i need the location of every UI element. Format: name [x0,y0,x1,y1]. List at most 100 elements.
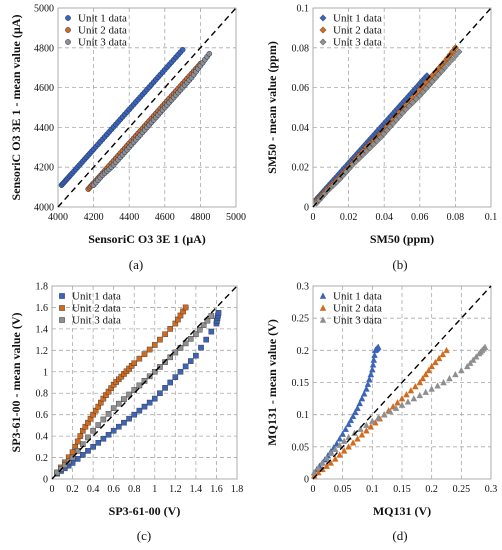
data-point [131,360,138,367]
data-point [434,382,441,389]
data-point [200,322,207,328]
x-tick-label: 0.06 [411,212,429,223]
y-tick-label: 4200 [34,163,54,174]
y-tick-label: 0 [304,475,309,486]
data-point [398,395,406,402]
x-tick-label: 0.04 [375,212,393,223]
data-point [105,431,112,438]
legend-entry: Unit 3 data [72,315,121,327]
y-tick-label: 0.06 [292,83,310,94]
data-point [369,417,376,424]
legend-entry: Unit 1 data [72,291,121,303]
y-tick-label: 1.4 [36,324,49,335]
x-tick-label: 1 [152,484,157,495]
data-point [85,434,91,441]
data-point [358,395,366,402]
y-tick-label: 0.04 [292,123,310,134]
data-point [206,50,213,57]
panel-label-d: (d) [392,528,408,543]
data-point [422,370,429,378]
data-point [394,399,401,406]
data-point [315,469,322,476]
legend-entry: Unit 1 data [333,13,382,25]
legend-entry: Unit 3 data [333,315,382,327]
data-point [364,380,372,387]
data-point [409,99,417,107]
legend-entry: Unit 2 data [78,25,127,37]
data-point [319,38,327,46]
x-tick-label: 1.8 [231,484,244,495]
data-point [65,39,71,45]
data-point [356,399,363,407]
x-tick-label: 4000 [48,212,68,223]
x-tick-label: 0.1 [366,484,379,495]
data-point [136,382,143,389]
y-tick-label: 1 [43,367,48,378]
data-point [386,407,394,415]
data-point [481,343,489,350]
data-point [319,304,327,311]
x-axis-label: SensoriC O3 3E 1 (µA) [88,232,206,246]
data-point [80,452,86,458]
chart-panel-d: 0 0.05 0.1 0.15 0.2 0.25 0.3 0 0.05 0.1 0.15 0.2 0.2… [265,282,497,519]
data-point [348,161,356,169]
data-point [412,95,420,103]
legend-entry: Unit 3 data [78,37,127,49]
data-point [428,385,435,392]
legend-entry: Unit 2 data [333,303,382,315]
data-point [151,368,158,375]
data-point [204,317,211,324]
data-point [65,27,71,33]
data-point [179,46,186,53]
data-point [162,359,168,365]
legend-entry: Unit 2 data [333,25,382,37]
data-point [315,464,322,471]
data-point [193,331,199,338]
x-tick-label: 0.05 [334,484,352,495]
data-point [336,435,343,442]
x-tick-label: 0 [311,484,316,495]
data-point [375,343,382,350]
data-point [345,443,352,450]
data-point [323,454,330,461]
reference-line [57,7,237,208]
data-point [319,459,326,466]
data-point [398,401,406,408]
data-point [441,64,449,72]
data-point [355,154,363,162]
data-point [100,416,107,423]
legend-entry: Unit 2 data [72,303,121,315]
data-point [448,56,456,64]
data-point [59,305,65,311]
data-point [151,342,158,348]
data-point [402,106,410,113]
data-point [440,378,447,386]
data-point [110,427,117,434]
y-tick-label: 0.3 [297,282,310,293]
series-1 [58,46,186,188]
data-point [339,430,346,437]
data-point [366,375,373,383]
data-point [62,462,68,468]
data-point [193,352,199,359]
data-point [342,425,349,432]
data-point [310,469,318,476]
reference-line [312,285,492,480]
chart-panel-a: 4000 4200 4400 4600 4800 5000 4000 4200 4400 4600… [9,4,246,247]
data-point [59,293,65,299]
data-point [410,395,418,402]
data-point [407,387,415,394]
data-point [347,416,355,424]
x-tick-label: 4600 [155,212,175,223]
x-tick-label: 4400 [119,212,139,223]
data-point [432,358,439,366]
data-point [319,26,327,34]
y-tick-label: 0.2 [36,453,49,464]
panel-label-c: (c) [136,528,152,543]
data-point [349,439,357,446]
panel-label-a: (a) [128,257,144,272]
y-axis-label: SensoriC O3 3E 1 - mean value (µA) [9,15,23,201]
data-point [116,400,122,407]
data-point [182,363,189,370]
